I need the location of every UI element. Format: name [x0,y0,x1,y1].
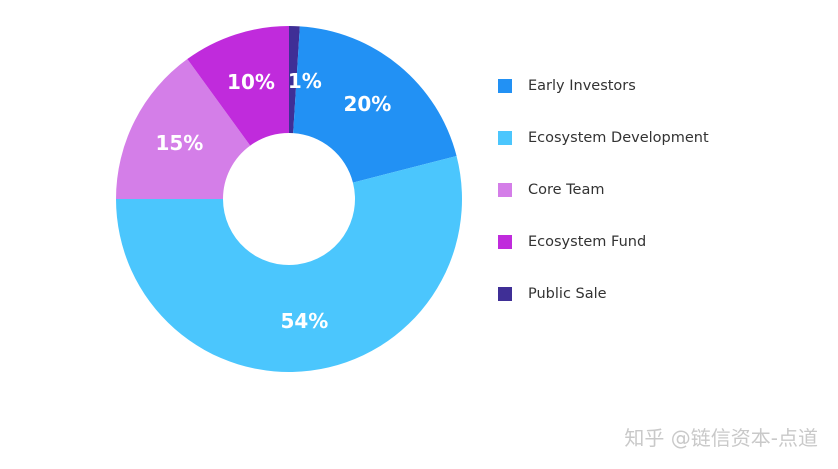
legend-swatch [498,183,512,197]
watermark: 知乎 @链信资本-点道 [624,426,818,450]
legend-label: Early Investors [528,78,636,94]
legend-swatch [498,131,512,145]
slice-core-team [116,59,251,200]
donut-slice-labels: 1% 20% 54% 15% 10% [155,69,391,333]
legend-item-ecosystem-development[interactable]: Ecosystem Development [498,126,709,150]
chart-legend: Early Investors Ecosystem Development Core… [498,74,709,334]
legend-label: Ecosystem Development [528,130,709,146]
legend-label: Public Sale [528,286,607,302]
legend-item-early-investors[interactable]: Early Investors [498,74,709,98]
slice-public-sale [289,26,300,134]
legend-swatch [498,235,512,249]
donut-slices [116,26,462,372]
legend-item-public-sale[interactable]: Public Sale [498,282,709,306]
slice-label-ecosystem-development: 54% [280,309,328,333]
slice-label-core-team: 15% [155,131,203,155]
slice-label-public-sale: 1% [288,69,322,93]
slice-ecosystem-development [116,155,462,372]
slice-early-investors [293,26,457,183]
legend-item-ecosystem-fund[interactable]: Ecosystem Fund [498,230,709,254]
legend-item-core-team[interactable]: Core Team [498,178,709,202]
slice-label-ecosystem-fund: 10% [227,70,275,94]
legend-swatch [498,287,512,301]
slice-ecosystem-fund [187,26,289,146]
legend-swatch [498,79,512,93]
legend-label: Core Team [528,182,605,198]
legend-label: Ecosystem Fund [528,234,647,250]
slice-label-early-investors: 20% [343,92,391,116]
